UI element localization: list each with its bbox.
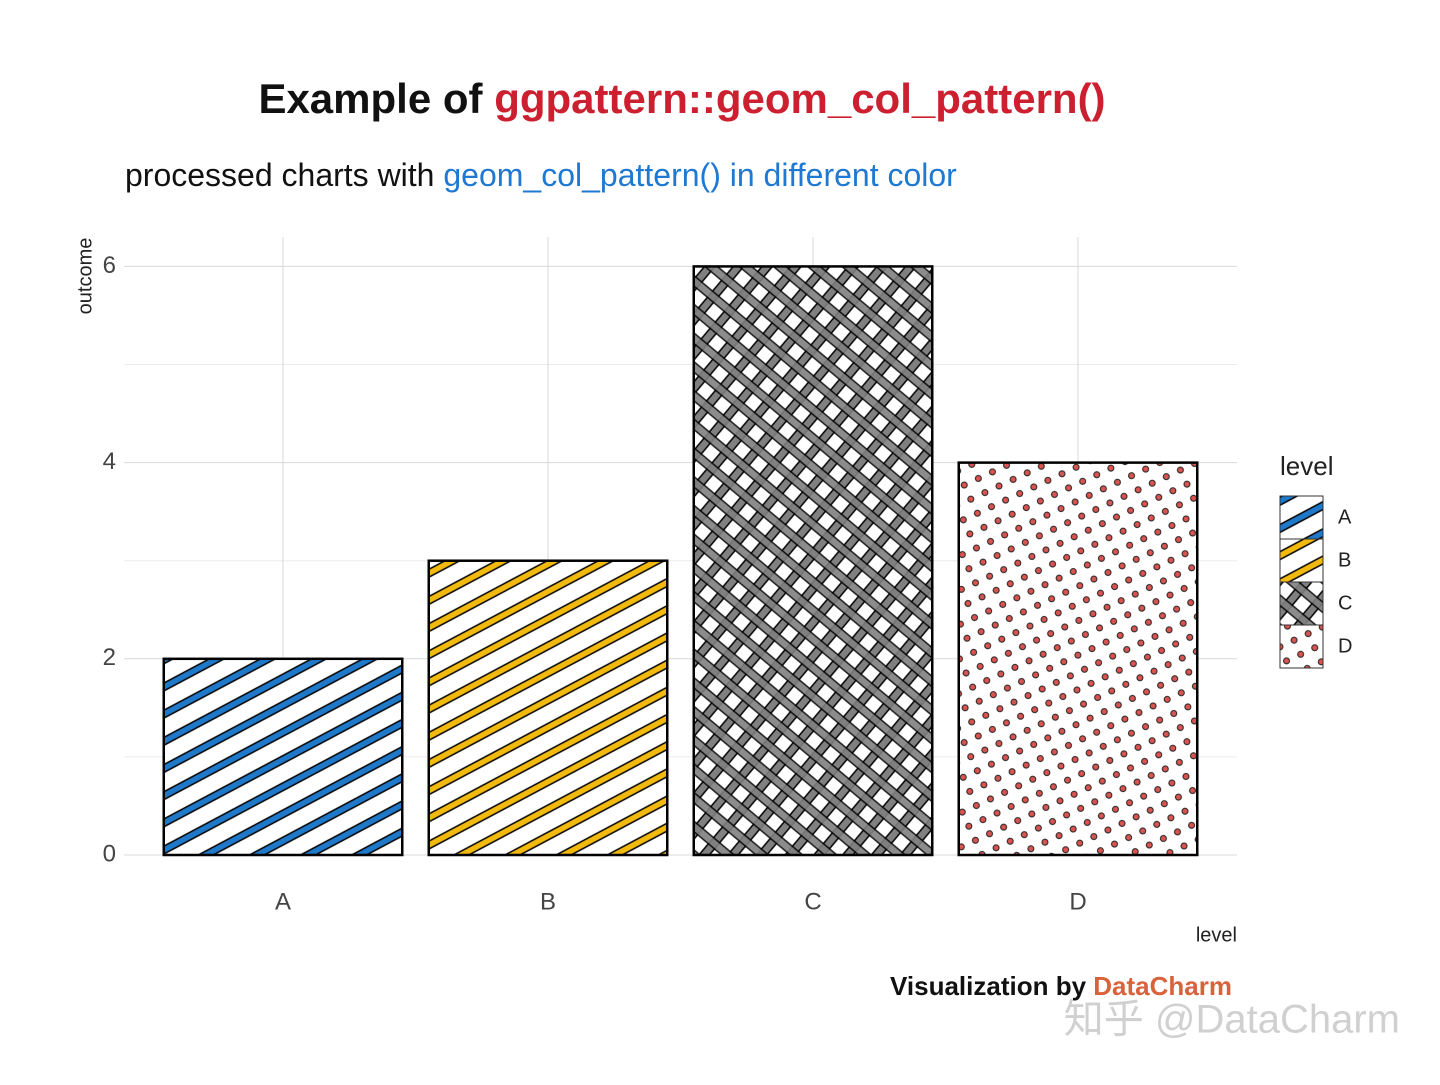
- chart-title: Example of ggpattern::geom_col_pattern(): [258, 75, 1105, 122]
- title-part: ggpattern::geom_col_pattern(): [494, 75, 1105, 122]
- y-tick-label: 6: [103, 252, 116, 279]
- x-tick-label: C: [804, 888, 821, 915]
- legend-label: A: [1338, 506, 1352, 528]
- legend-label: B: [1338, 549, 1351, 571]
- y-tick-label: 0: [103, 840, 116, 867]
- bar: [692, 265, 934, 857]
- caption-part: Visualization by: [890, 971, 1093, 1001]
- legend-key: [1279, 495, 1324, 540]
- subtitle-part: geom_col_pattern() in different color: [443, 157, 957, 193]
- y-tick-label: 2: [103, 644, 116, 671]
- watermark: 知乎 @DataCharm: [1064, 998, 1400, 1042]
- legend-key: [1279, 581, 1324, 626]
- legend-title: level: [1280, 451, 1333, 481]
- caption: Visualization by DataCharm: [890, 971, 1232, 1001]
- chart-subtitle: processed charts with geom_col_pattern()…: [125, 157, 957, 193]
- bar: [957, 461, 1199, 857]
- x-tick-label: B: [540, 888, 556, 915]
- x-tick-label: A: [275, 888, 291, 915]
- y-axis-label: outcome: [74, 238, 96, 315]
- bar: [162, 657, 404, 857]
- x-axis-label: level: [1196, 924, 1237, 946]
- subtitle-part: processed charts with: [125, 157, 443, 193]
- title-part: Example of: [258, 75, 494, 122]
- legend-key: [1279, 538, 1324, 583]
- caption-part: DataCharm: [1093, 971, 1232, 1001]
- legend-key: [1279, 624, 1324, 669]
- bar: [427, 559, 669, 857]
- legend-label: D: [1338, 635, 1352, 657]
- x-tick-label: D: [1069, 888, 1086, 915]
- legend-label: C: [1338, 592, 1352, 614]
- y-tick-label: 4: [103, 448, 116, 475]
